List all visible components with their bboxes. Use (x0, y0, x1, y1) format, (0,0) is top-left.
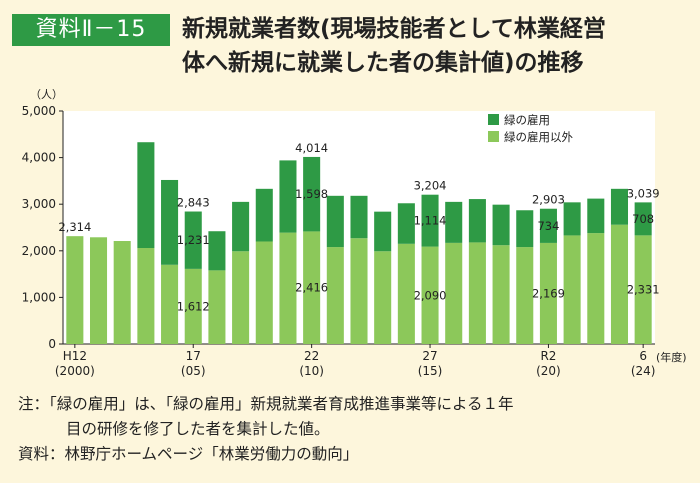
bar-segment-green-employment (374, 211, 392, 252)
bar-segment-non-green-employment (397, 243, 415, 344)
chart-title-line1: 新規就業者数(現場技能者として林業経営 (182, 16, 606, 42)
bar-segment-non-green-employment (208, 270, 226, 344)
x-tick-era-label: R2 (540, 349, 556, 363)
segment-value-label: 2,090 (414, 288, 447, 302)
bar-segment-green-employment (303, 156, 321, 232)
bar-segment-green-employment (516, 210, 534, 248)
segment-value-label: 1,231 (177, 233, 210, 247)
x-tick-year-label: (05) (181, 364, 206, 378)
bar-segment-non-green-employment (350, 238, 368, 344)
legend-label: 緑の雇用 (504, 113, 550, 127)
x-tick-year-label: (20) (536, 364, 561, 378)
figure-number-badge: 資料Ⅱ－15 (12, 14, 170, 46)
segment-value-label: 1,598 (295, 187, 328, 201)
bar-segment-green-employment (445, 201, 463, 243)
bar-segment-green-employment (255, 188, 273, 242)
bar-segment-non-green-employment (137, 248, 155, 344)
bar-segment-non-green-employment (161, 264, 179, 344)
y-tick-label: 0 (48, 337, 56, 351)
y-tick-label: 2,000 (22, 244, 56, 258)
segment-value-label: 1,612 (177, 299, 210, 313)
x-tick-year-label: (2000) (55, 364, 95, 378)
bar-segment-green-employment (563, 202, 581, 236)
bar-segment-non-green-employment (374, 251, 392, 344)
x-tick-year-label: (10) (299, 364, 324, 378)
bar-segment-green-employment (587, 198, 605, 234)
x-tick-era-label: H12 (63, 349, 87, 363)
total-value-label: 4,014 (295, 141, 328, 155)
bar-segment-non-green-employment (492, 245, 510, 344)
bar-segment-non-green-employment (445, 242, 463, 344)
bar-segment-green-employment (279, 160, 297, 233)
segment-value-label: 2,169 (532, 286, 565, 300)
chart-title: 新規就業者数(現場技能者として林業経営 体へ新規に就業した者の集計値)の推移 (182, 12, 687, 80)
bar-segment-non-green-employment (279, 232, 297, 344)
stacked-bar-chart: （人） 0 1,000 2,000 3,000 4,000 5,000 1,612 1,231 2… (22, 88, 687, 378)
chart-title-line2: 体へ新規に就業した者の集計値)の推移 (182, 50, 584, 76)
total-value-label: 2,903 (532, 193, 565, 207)
bar-segment-non-green-employment (89, 237, 108, 344)
bar-segment-non-green-employment (587, 233, 605, 344)
bar-segment-non-green-employment (539, 242, 557, 344)
bar-segment-green-employment (208, 231, 226, 271)
legend-label: 緑の雇用以外 (504, 130, 573, 144)
bar-segment-non-green-employment (610, 224, 629, 344)
x-tick-era-label: 6 (639, 349, 647, 363)
bar-segment-non-green-employment (255, 241, 273, 344)
bar-segment-green-employment (184, 211, 202, 269)
y-axis-unit: （人） (30, 88, 63, 101)
bar-segment-non-green-employment (421, 246, 439, 344)
total-value-label: 3,039 (627, 186, 660, 200)
total-value-label: 2,314 (58, 220, 91, 234)
bar-segment-non-green-employment (184, 268, 202, 344)
bar-segment-green-employment (492, 204, 510, 246)
y-tick-label: 5,000 (22, 104, 56, 118)
bar-segment-non-green-employment (634, 235, 652, 344)
header: 資料Ⅱ－15 新規就業者数(現場技能者として林業経営 体へ新規に就業した者の集計… (0, 0, 700, 88)
bar-segment-green-employment (350, 195, 368, 239)
segment-value-label: 734 (537, 219, 559, 233)
x-tick-era-label: 17 (186, 349, 201, 363)
bar-segment-green-employment (610, 188, 629, 225)
bar-segment-green-employment (421, 194, 439, 247)
segment-value-label: 1,114 (414, 214, 447, 228)
legend-swatch (488, 114, 499, 125)
bar-segment-non-green-employment (326, 247, 344, 344)
bar-segment-non-green-employment (516, 247, 534, 344)
x-tick-era-label: 27 (422, 349, 437, 363)
segment-value-label: 2,416 (295, 281, 328, 295)
bar-segment-green-employment (397, 203, 415, 244)
x-tick-era-label: 22 (304, 349, 319, 363)
source-line: 資料：林野庁ホームページ「林業労働力の動向」 (18, 445, 359, 463)
total-value-label: 3,204 (414, 179, 447, 193)
bar-segment-non-green-employment (468, 242, 486, 344)
y-tick-label: 4,000 (22, 151, 56, 165)
note-line-2: 目の研修を修了した者を集計した値。 (66, 420, 330, 438)
x-axis-unit: (年度) (656, 350, 687, 364)
notes: 注：「緑の雇用」は、「緑の雇用」新規就業者育成推進事業等による１年 目の研修を修… (18, 392, 688, 467)
bar-segment-non-green-employment (232, 251, 250, 344)
bar-segment-non-green-employment (66, 236, 84, 344)
bar-segment-green-employment (326, 195, 344, 248)
bar-segment-green-employment (232, 201, 250, 252)
bar-segment-green-employment (468, 199, 486, 243)
note-line-1: 注：「緑の雇用」は、「緑の雇用」新規就業者育成推進事業等による１年 (18, 395, 514, 413)
bar-segment-green-employment (634, 202, 652, 236)
bar-segment-green-employment (161, 179, 179, 265)
bar-segment-green-employment (539, 208, 557, 243)
segment-value-label: 2,331 (627, 283, 660, 297)
bar-segment-non-green-employment (563, 235, 581, 344)
legend-swatch (488, 131, 499, 142)
segment-value-label: 708 (632, 212, 654, 226)
bar-segment-non-green-employment (303, 231, 321, 344)
bar-segment-green-employment (137, 142, 155, 249)
x-tick-year-label: (24) (631, 364, 656, 378)
y-tick-label: 1,000 (22, 290, 56, 304)
total-value-label: 2,843 (177, 196, 210, 210)
bar-segment-non-green-employment (113, 241, 131, 344)
y-tick-label: 3,000 (22, 197, 56, 211)
x-tick-year-label: (15) (418, 364, 443, 378)
